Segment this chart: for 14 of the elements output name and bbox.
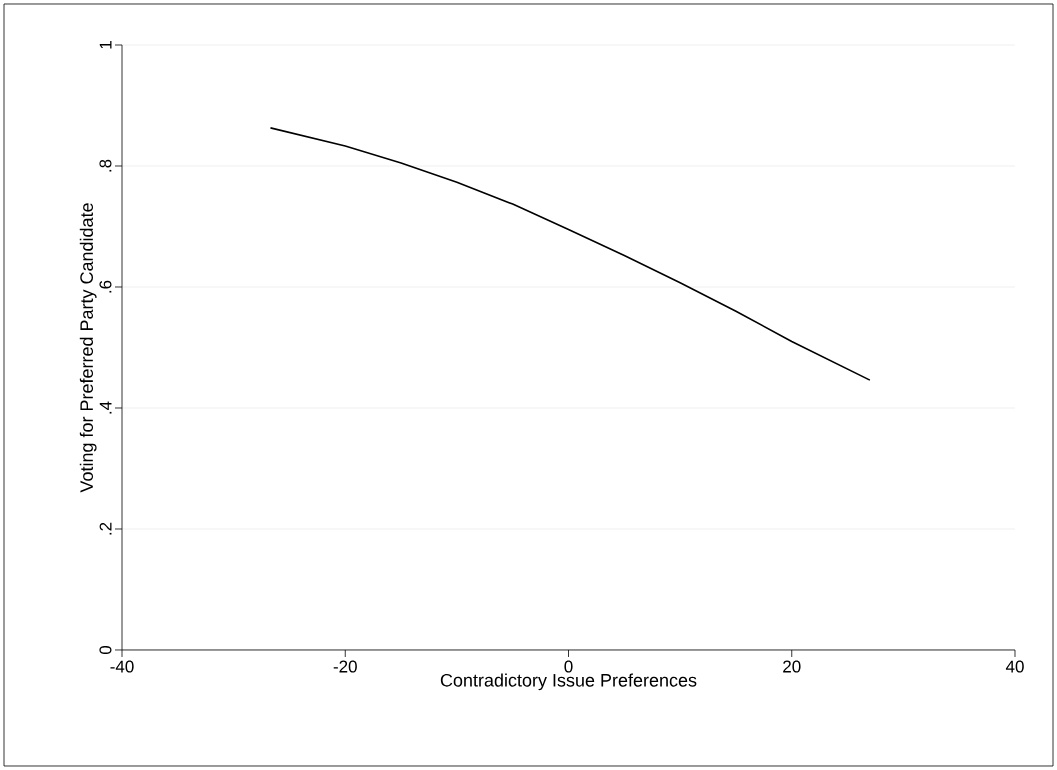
x-tick-label: -40 [110,660,134,673]
line-series [269,127,871,381]
x-axis-title: Contradictory Issue Preferences [440,673,697,691]
y-tick-label: .6 [99,280,112,293]
x-tick-label: 0 [564,660,573,673]
y-tick-label: 1 [99,41,112,49]
y-tick-label: .8 [99,159,112,172]
y-axis-title: Voting for Preferred Party Candidate [79,203,97,493]
x-tick-label: 40 [1005,660,1024,673]
y-tick-label: 0 [99,645,112,655]
y-tick-label: .2 [99,522,112,535]
x-tick-label: -20 [333,660,357,673]
x-tick-label: 20 [783,660,801,673]
y-tick-label: .4 [99,401,112,414]
